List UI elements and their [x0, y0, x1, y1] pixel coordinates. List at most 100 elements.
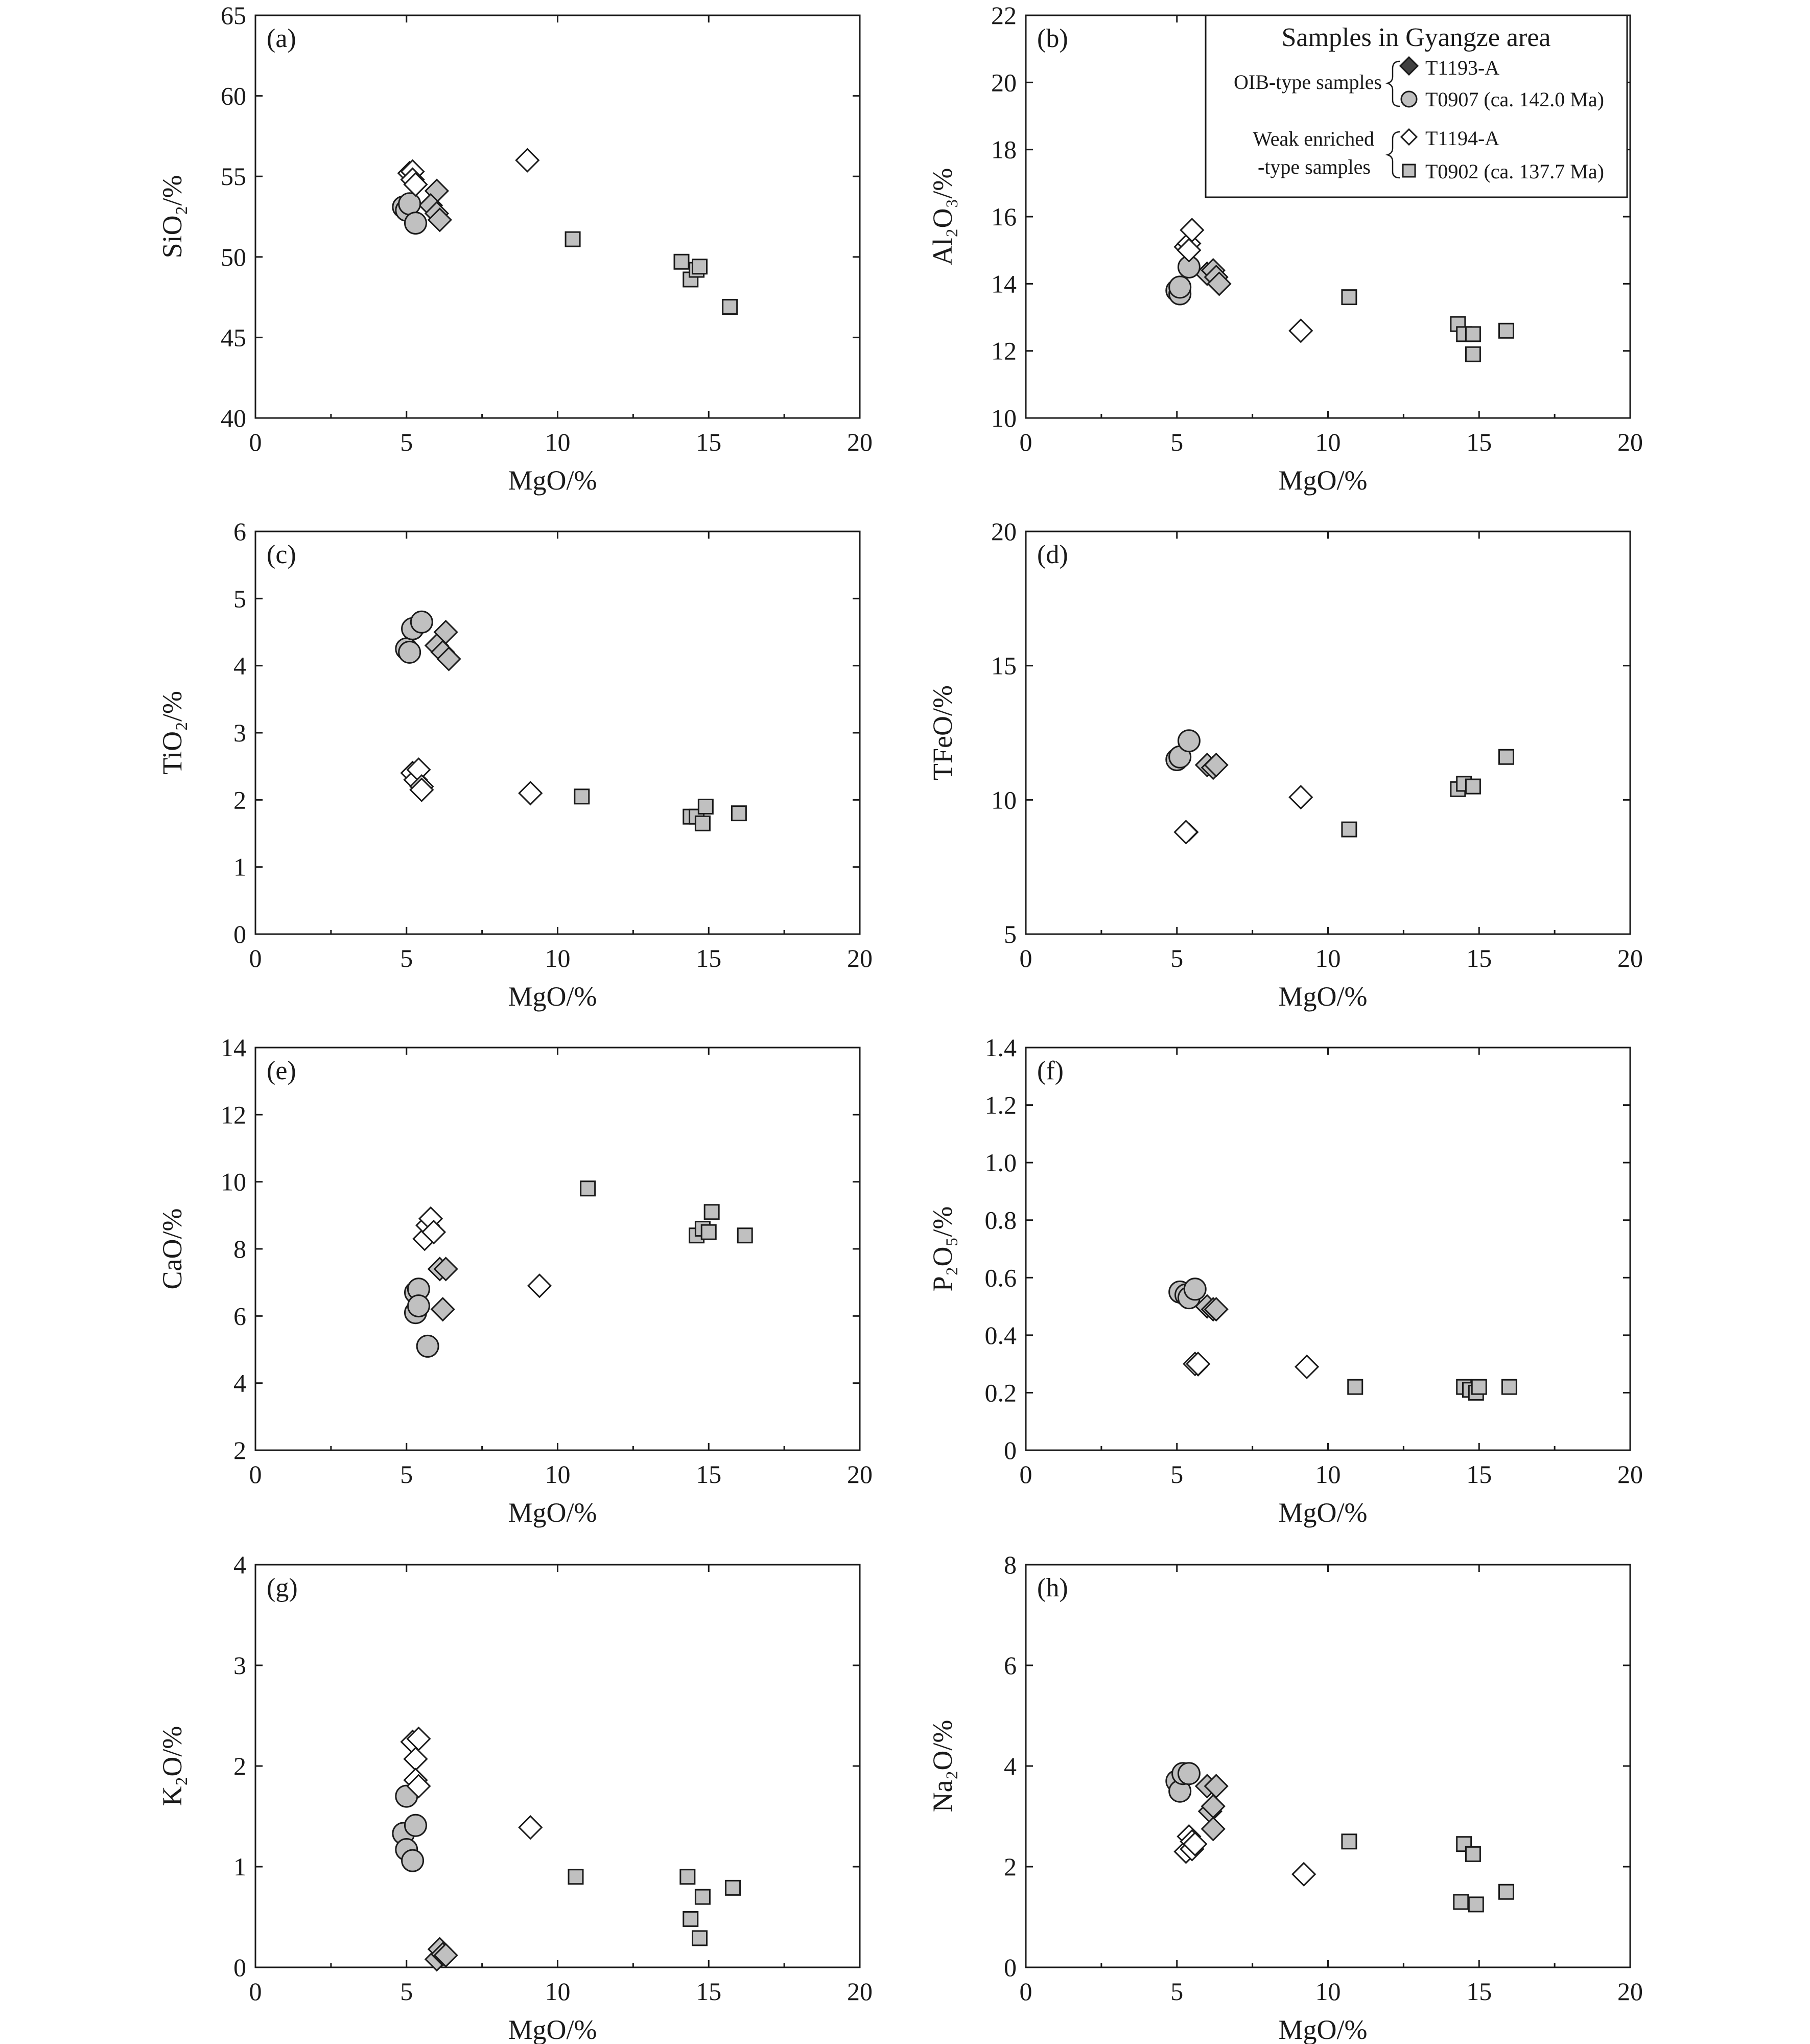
series-t1194-a — [400, 1726, 543, 1840]
y-tick-label: 22 — [991, 1, 1017, 30]
data-point — [1173, 820, 1198, 845]
legend-marker-t1194-a — [1400, 128, 1418, 146]
series-t1194-a — [1173, 784, 1313, 845]
data-point — [1168, 275, 1192, 299]
data-point — [409, 777, 434, 802]
y-tick-label: 1 — [233, 853, 246, 881]
legend-label-t1193-a: T1193-A — [1425, 56, 1499, 79]
data-point — [416, 1334, 439, 1358]
series-t1193-a — [418, 178, 452, 233]
data-point — [700, 1224, 717, 1240]
plot-frame — [254, 14, 861, 419]
data-point — [1177, 238, 1202, 263]
y-tick-label: 0 — [1004, 1953, 1017, 1982]
data-point — [737, 1227, 753, 1244]
data-point — [1465, 346, 1481, 362]
legend-box — [1205, 14, 1628, 198]
data-point — [1288, 318, 1313, 343]
x-tick-label: 10 — [545, 944, 571, 972]
legend-marker-t0902 — [1402, 164, 1416, 178]
panel-a: 0 5 10 15 20 40 45 50 55 60 65 MgO/% SiO₂/% (a) — [157, 1, 873, 496]
series-t0907 — [395, 610, 433, 664]
y-tick-label: 5 — [1004, 920, 1017, 948]
x-tick-label: 10 — [1315, 944, 1341, 972]
data-point — [403, 172, 428, 197]
data-point — [421, 1220, 446, 1245]
y-tick-label: 65 — [221, 1, 246, 30]
series-t0902 — [580, 1180, 753, 1244]
data-point — [518, 1815, 543, 1840]
legend: Samples in Gyangze area OIB-type samples… — [1205, 14, 1628, 198]
y-axis-title: SiO₂/% — [157, 175, 187, 259]
x-axis-title: MgO/% — [1279, 2014, 1368, 2044]
x-tick-label: 0 — [1020, 428, 1032, 456]
data-point — [1207, 271, 1232, 296]
data-point — [692, 1930, 708, 1946]
data-point — [1341, 289, 1357, 306]
y-tick-label: 3 — [233, 718, 246, 747]
y-tick-label: 2 — [233, 1752, 246, 1780]
x-tick-label: 15 — [696, 944, 721, 972]
data-point — [1465, 778, 1481, 795]
x-tick-label: 15 — [1466, 428, 1492, 456]
x-tick-label: 10 — [1315, 1977, 1341, 2006]
legend-marker-t1193-a — [1399, 56, 1419, 76]
y-tick-label: 20 — [991, 517, 1017, 546]
data-point — [403, 1747, 428, 1772]
y-tick-label: 4 — [233, 652, 246, 680]
y-axis-title: CaO/% — [157, 1209, 187, 1290]
y-axis-title: P₂O₅/% — [927, 1206, 958, 1292]
plot-frame — [254, 1047, 861, 1451]
series-diamond-gray — [1194, 1294, 1229, 1322]
series-t1193-a — [424, 619, 461, 671]
data-point — [703, 1204, 720, 1220]
data-point — [722, 299, 738, 315]
data-point — [436, 646, 461, 671]
plot-frame — [1025, 1047, 1631, 1451]
series-t0902 — [568, 1869, 741, 1946]
x-tick-label: 5 — [1170, 944, 1183, 972]
legend-brace-oib — [1385, 60, 1400, 107]
data-point — [731, 805, 747, 822]
data-point — [401, 1849, 425, 1872]
x-tick-label: 0 — [1020, 944, 1032, 972]
x-tick-label: 20 — [847, 944, 873, 972]
panel-tag: (a) — [267, 24, 296, 53]
y-tick-label: 14 — [221, 1033, 246, 1062]
data-point — [527, 1273, 552, 1298]
y-tick-label: 6 — [233, 1302, 246, 1330]
legend-group-label-weak-line1: Weak enriched — [1253, 127, 1374, 150]
series-t1194-a — [1183, 1352, 1320, 1379]
series-t0907 — [1165, 729, 1201, 772]
x-tick-label: 10 — [1315, 428, 1341, 456]
x-tick-label: 5 — [400, 1977, 413, 2006]
y-tick-label: 0 — [233, 920, 246, 948]
data-point — [1498, 322, 1514, 339]
panel-g: 0 5 10 15 20 0 1 2 3 4 MgO/% K₂O/% (g) — [157, 1550, 873, 2044]
x-tick-label: 5 — [1170, 1460, 1183, 1489]
panel-tag: (h) — [1037, 1573, 1068, 1602]
y-tick-label: 4 — [233, 1369, 246, 1398]
data-point — [725, 1879, 741, 1896]
data-point — [1177, 1762, 1201, 1785]
legend-symbol — [1399, 56, 1419, 76]
x-axis-title: MgO/% — [508, 1497, 597, 1528]
data-point — [406, 1726, 431, 1751]
data-point — [518, 781, 543, 806]
x-tick-label: 20 — [847, 1977, 873, 2006]
data-point — [580, 1180, 596, 1197]
data-point — [1291, 1862, 1317, 1887]
y-axis-title: K₂O/% — [157, 1726, 187, 1806]
data-point — [433, 619, 458, 645]
y-tick-label: 8 — [233, 1235, 246, 1263]
panel-tag: (g) — [267, 1573, 298, 1602]
y-tick-label: 1.0 — [985, 1148, 1017, 1177]
data-point — [565, 231, 581, 247]
x-tick-label: 10 — [1315, 1460, 1341, 1489]
x-tick-label: 5 — [400, 428, 413, 456]
x-tick-label: 10 — [545, 1460, 571, 1489]
legend-label-t0907: T0907 (ca. 142.0 Ma) — [1425, 88, 1604, 111]
data-point — [683, 1911, 699, 1927]
data-point — [1453, 1894, 1469, 1910]
data-point — [404, 1814, 427, 1837]
